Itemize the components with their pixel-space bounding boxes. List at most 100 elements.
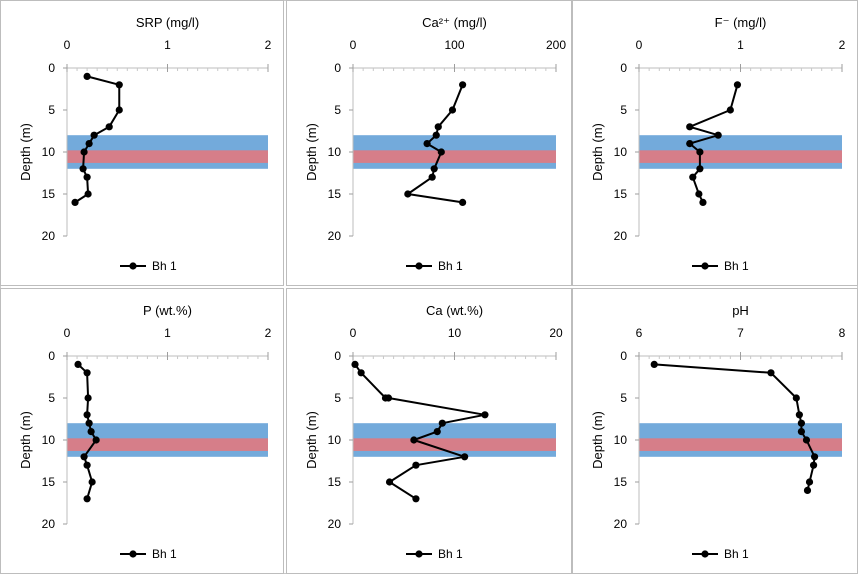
data-point (696, 165, 704, 173)
x-tick-label: 0 (64, 326, 71, 340)
y-tick-label: 15 (328, 187, 342, 201)
data-point (80, 148, 88, 156)
data-point (696, 148, 704, 156)
data-point (686, 123, 694, 131)
y-tick-label: 5 (48, 391, 55, 405)
data-point (809, 461, 818, 469)
data-point (115, 106, 123, 114)
data-point (84, 190, 92, 198)
chart-title: P (wt.%) (143, 303, 192, 318)
y-tick-label: 5 (620, 391, 627, 405)
x-tick-label: 6 (636, 326, 643, 340)
data-point (74, 360, 82, 368)
data-point (438, 419, 446, 427)
y-tick-label: 15 (42, 187, 56, 201)
data-point (83, 173, 91, 181)
data-point (695, 190, 703, 198)
data-point (437, 148, 445, 156)
y-axis-title: Depth (m) (304, 123, 319, 181)
x-tick-label: 0 (64, 38, 71, 52)
data-point (83, 369, 91, 377)
data-point (79, 165, 87, 173)
data-point (810, 453, 819, 461)
y-tick-label: 15 (614, 475, 628, 489)
data-point (83, 461, 91, 469)
y-tick-label: 5 (334, 391, 341, 405)
y-tick-label: 20 (614, 517, 628, 531)
y-tick-label: 20 (614, 229, 628, 243)
series-line (354, 363, 486, 500)
data-point (689, 173, 697, 181)
y-tick-label: 20 (328, 229, 342, 243)
data-point (448, 106, 457, 114)
data-point (481, 411, 489, 419)
legend-marker (415, 262, 423, 270)
chart-title: Ca (wt.%) (426, 303, 483, 318)
data-point (795, 411, 803, 419)
y-axis-title: Depth (m) (18, 123, 33, 181)
y-axis-title: Depth (m) (18, 411, 33, 469)
legend-label: Bh 1 (724, 259, 749, 273)
x-tick-label: 0 (350, 326, 357, 340)
data-point (85, 419, 93, 427)
data-point (84, 394, 92, 402)
band-red-zone (353, 150, 556, 163)
x-tick-label: 1 (164, 38, 171, 52)
y-tick-label: 15 (614, 187, 628, 201)
y-tick-label: 0 (48, 349, 55, 363)
x-tick-label: 200 (546, 38, 566, 52)
data-point (432, 131, 440, 139)
y-axis-title: Depth (m) (304, 411, 319, 469)
legend-marker (129, 262, 137, 270)
y-tick-label: 5 (620, 103, 627, 117)
chart-panel-5: Ca (wt.%) 0 10 20 0 5 10 15 20 Depth (m) Bh 1 (286, 288, 572, 574)
data-point (650, 360, 658, 368)
y-tick-label: 0 (48, 61, 55, 75)
data-point (726, 106, 734, 114)
y-tick-label: 0 (620, 349, 627, 363)
chart-panel-2: Ca²⁺ (mg/l) 0 100 200 0 5 10 15 20 Depth (m) Bh 1 (286, 0, 572, 286)
x-tick-label: 10 (448, 326, 462, 340)
y-tick-label: 5 (48, 103, 55, 117)
data-point (351, 360, 359, 368)
data-point (83, 411, 91, 419)
data-point (88, 478, 96, 486)
data-point (85, 140, 93, 148)
x-tick-label: 1 (737, 38, 744, 52)
data-point (412, 495, 420, 503)
data-point (384, 394, 393, 402)
data-point (686, 140, 694, 148)
chart-title: pH (732, 303, 749, 318)
legend-label: Bh 1 (152, 547, 177, 561)
chart-panel-6: pH 6 7 8 0 5 10 15 20 Depth (m) Bh 1 (572, 288, 858, 574)
y-tick-label: 10 (42, 433, 56, 447)
x-tick-label: 20 (549, 326, 563, 340)
y-tick-label: 0 (334, 61, 341, 75)
y-tick-label: 5 (334, 103, 341, 117)
data-point (459, 81, 467, 89)
data-point (87, 428, 95, 436)
data-point (433, 428, 441, 436)
y-tick-label: 10 (42, 145, 56, 159)
data-point (385, 478, 394, 486)
data-point (461, 453, 469, 461)
data-point (412, 461, 420, 469)
x-tick-label: 1 (164, 326, 171, 340)
legend-label: Bh 1 (438, 259, 463, 273)
data-point (434, 123, 442, 131)
y-axis-title: Depth (m) (590, 123, 605, 181)
x-tick-label: 0 (350, 38, 357, 52)
x-tick-label: 8 (839, 326, 846, 340)
data-point (428, 173, 436, 181)
chart-title: Ca²⁺ (mg/l) (422, 15, 487, 30)
legend-marker (701, 262, 709, 270)
data-point (115, 81, 123, 89)
y-tick-label: 15 (328, 475, 342, 489)
band-red-zone (353, 438, 556, 451)
data-point (699, 198, 707, 206)
data-point (105, 123, 113, 131)
data-point (83, 495, 91, 503)
